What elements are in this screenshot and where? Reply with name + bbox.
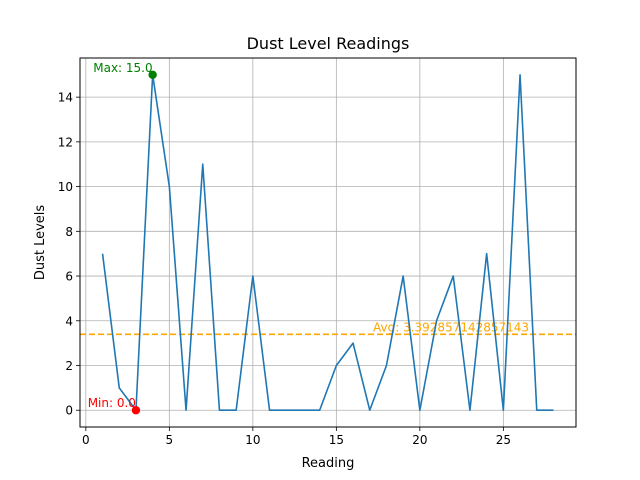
- x-tick-label: 0: [82, 433, 90, 447]
- plot-frame: [79, 57, 577, 428]
- y-tick-label: 2: [65, 359, 73, 373]
- max-point-marker: [148, 70, 157, 79]
- min-point-marker: [131, 406, 141, 415]
- y-tick-label: 10: [58, 180, 73, 194]
- x-axis-label: Reading: [302, 456, 355, 471]
- x-tick-label: 15: [329, 433, 344, 447]
- grid-lines: [80, 58, 576, 427]
- x-axis-ticks: 0 5 10 15 20 25: [82, 427, 511, 447]
- series-layer: [101, 73, 554, 412]
- y-tick-label: 4: [65, 314, 73, 328]
- y-axis-ticks: 0 2 4 6 8 10 12 14: [58, 91, 80, 418]
- series-line: [101, 73, 554, 412]
- marker-layer: Max: 15.0 Min: 0.0: [88, 61, 157, 415]
- average-label: Avg: 3.392857142857143: [373, 320, 529, 334]
- min-point-label: Min: 0.0: [88, 396, 136, 410]
- y-tick-label: 6: [65, 270, 73, 284]
- x-tick-label: 20: [412, 433, 427, 447]
- max-point-label: Max: 15.0: [93, 61, 152, 75]
- chart-title: Dust Level Readings: [247, 34, 410, 53]
- x-tick-label: 5: [166, 433, 174, 447]
- y-tick-label: 12: [58, 135, 73, 149]
- y-axis-label: Dust Levels: [33, 205, 48, 281]
- y-tick-label: 14: [58, 91, 73, 105]
- x-tick-label: 25: [496, 433, 511, 447]
- average-layer: Avg: 3.392857142857143: [80, 320, 576, 336]
- y-tick-label: 0: [65, 404, 73, 418]
- x-tick-label: 10: [245, 433, 260, 447]
- y-tick-label: 8: [65, 225, 73, 239]
